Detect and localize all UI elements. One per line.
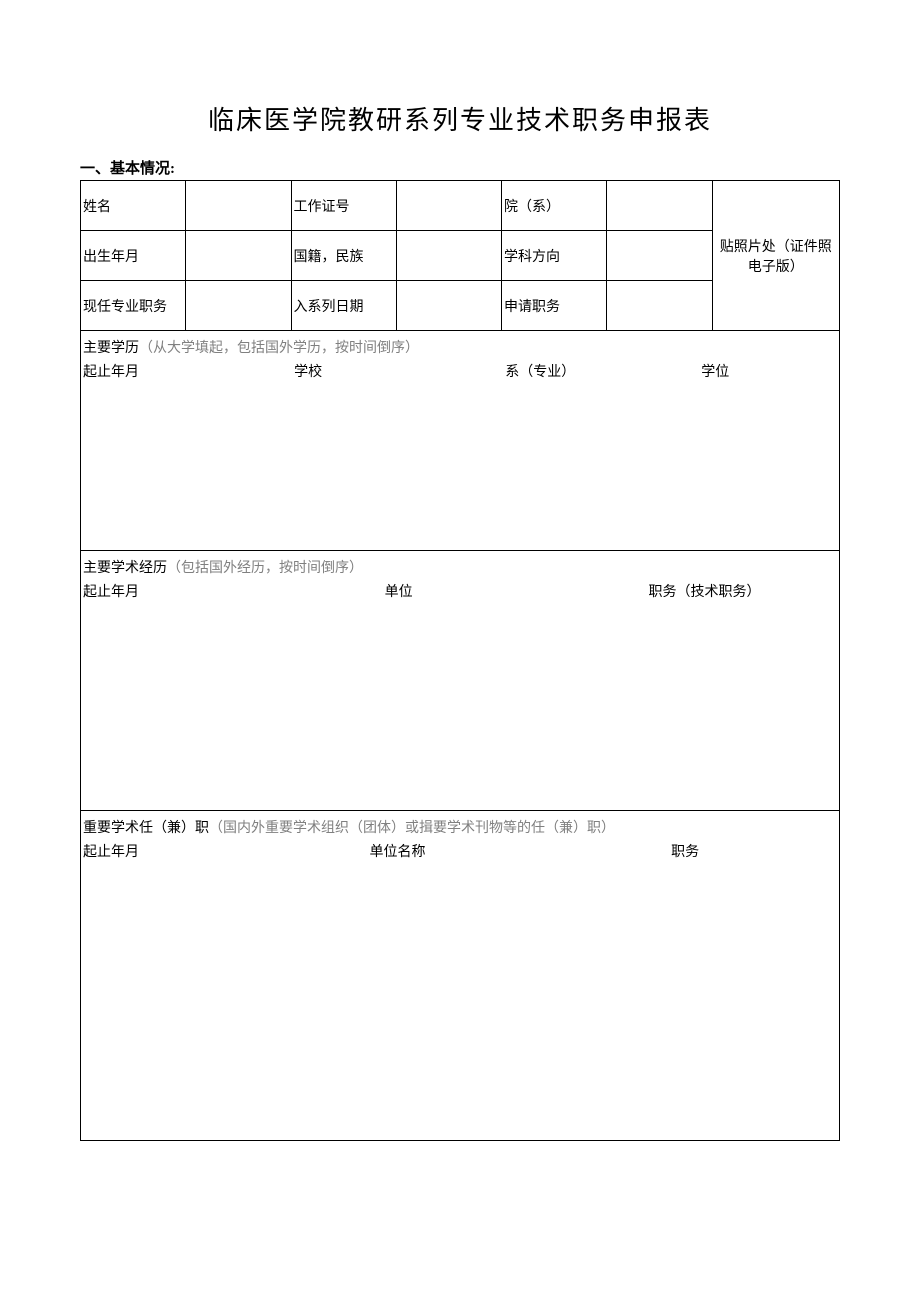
positions-header-main: 重要学术任（兼）职: [83, 821, 209, 836]
education-columns: 起止年月 学校 系（专业） 学位: [83, 361, 837, 381]
application-form-table: 姓名 工作证号 院（系） 贴照片处（证件照电子版） 出生年月 国籍，民族 学科方…: [80, 180, 840, 1141]
label-department: 院（系）: [502, 181, 607, 231]
education-header: 主要学历（从大学填起，包括国外学历，按时间倒序）: [83, 337, 837, 357]
photo-placeholder[interactable]: 贴照片处（证件照电子版）: [712, 181, 840, 331]
education-header-note: （从大学填起，包括国外学历，按时间倒序）: [139, 341, 419, 356]
academic-block[interactable]: 主要学术经历（包括国外经历，按时间倒序） 起止年月 单位 职务（技术职务）: [81, 551, 840, 811]
label-subject: 学科方向: [502, 231, 607, 281]
label-name: 姓名: [81, 181, 186, 231]
value-apply-position[interactable]: [607, 281, 712, 331]
positions-header: 重要学术任（兼）职（国内外重要学术组织（团体）或揖要学术刊物等的任（兼）职）: [83, 817, 837, 837]
positions-col-unit: 单位名称: [370, 841, 672, 861]
academic-section: 主要学术经历（包括国外经历，按时间倒序） 起止年月 单位 职务（技术职务）: [81, 551, 840, 811]
value-department[interactable]: [607, 181, 712, 231]
value-subject[interactable]: [607, 231, 712, 281]
positions-header-note: （国内外重要学术组织（团体）或揖要学术刊物等的任（兼）职）: [209, 821, 615, 836]
positions-block[interactable]: 重要学术任（兼）职（国内外重要学术组织（团体）或揖要学术刊物等的任（兼）职） 起…: [81, 811, 840, 1141]
value-current-position[interactable]: [186, 281, 291, 331]
form-title: 临床医学院教研系列专业技术职务申报表: [80, 100, 840, 137]
academic-header-note: （包括国外经历，按时间倒序）: [167, 561, 363, 576]
label-apply-position: 申请职务: [502, 281, 607, 331]
value-entry-date[interactable]: [396, 281, 501, 331]
positions-col-title: 职务: [671, 841, 837, 861]
positions-section: 重要学术任（兼）职（国内外重要学术组织（团体）或揖要学术刊物等的任（兼）职） 起…: [81, 811, 840, 1141]
label-current-position: 现任专业职务: [81, 281, 186, 331]
education-col-degree: 学位: [701, 361, 837, 381]
academic-col-position: 职务（技术职务）: [648, 581, 837, 601]
education-header-main: 主要学历: [83, 341, 139, 356]
value-nationality[interactable]: [396, 231, 501, 281]
label-workid: 工作证号: [291, 181, 396, 231]
label-entry-date: 入系列日期: [291, 281, 396, 331]
education-col-school: 学校: [294, 361, 505, 381]
positions-col-date: 起止年月: [83, 841, 370, 861]
value-name[interactable]: [186, 181, 291, 231]
label-birth: 出生年月: [81, 231, 186, 281]
academic-header: 主要学术经历（包括国外经历，按时间倒序）: [83, 557, 837, 577]
education-block[interactable]: 主要学历（从大学填起，包括国外学历，按时间倒序） 起止年月 学校 系（专业） 学…: [81, 331, 840, 551]
label-nationality: 国籍，民族: [291, 231, 396, 281]
academic-header-main: 主要学术经历: [83, 561, 167, 576]
education-section: 主要学历（从大学填起，包括国外学历，按时间倒序） 起止年月 学校 系（专业） 学…: [81, 331, 840, 551]
academic-columns: 起止年月 单位 职务（技术职务）: [83, 581, 837, 601]
value-birth[interactable]: [186, 231, 291, 281]
education-col-date: 起止年月: [83, 361, 294, 381]
value-workid[interactable]: [396, 181, 501, 231]
education-col-major: 系（专业）: [505, 361, 701, 381]
academic-col-unit: 单位: [385, 581, 649, 601]
academic-col-date: 起止年月: [83, 581, 385, 601]
positions-columns: 起止年月 单位名称 职务: [83, 841, 837, 861]
info-row-1: 姓名 工作证号 院（系） 贴照片处（证件照电子版）: [81, 181, 840, 231]
section-header-basic: 一、基本情况:: [80, 157, 840, 178]
